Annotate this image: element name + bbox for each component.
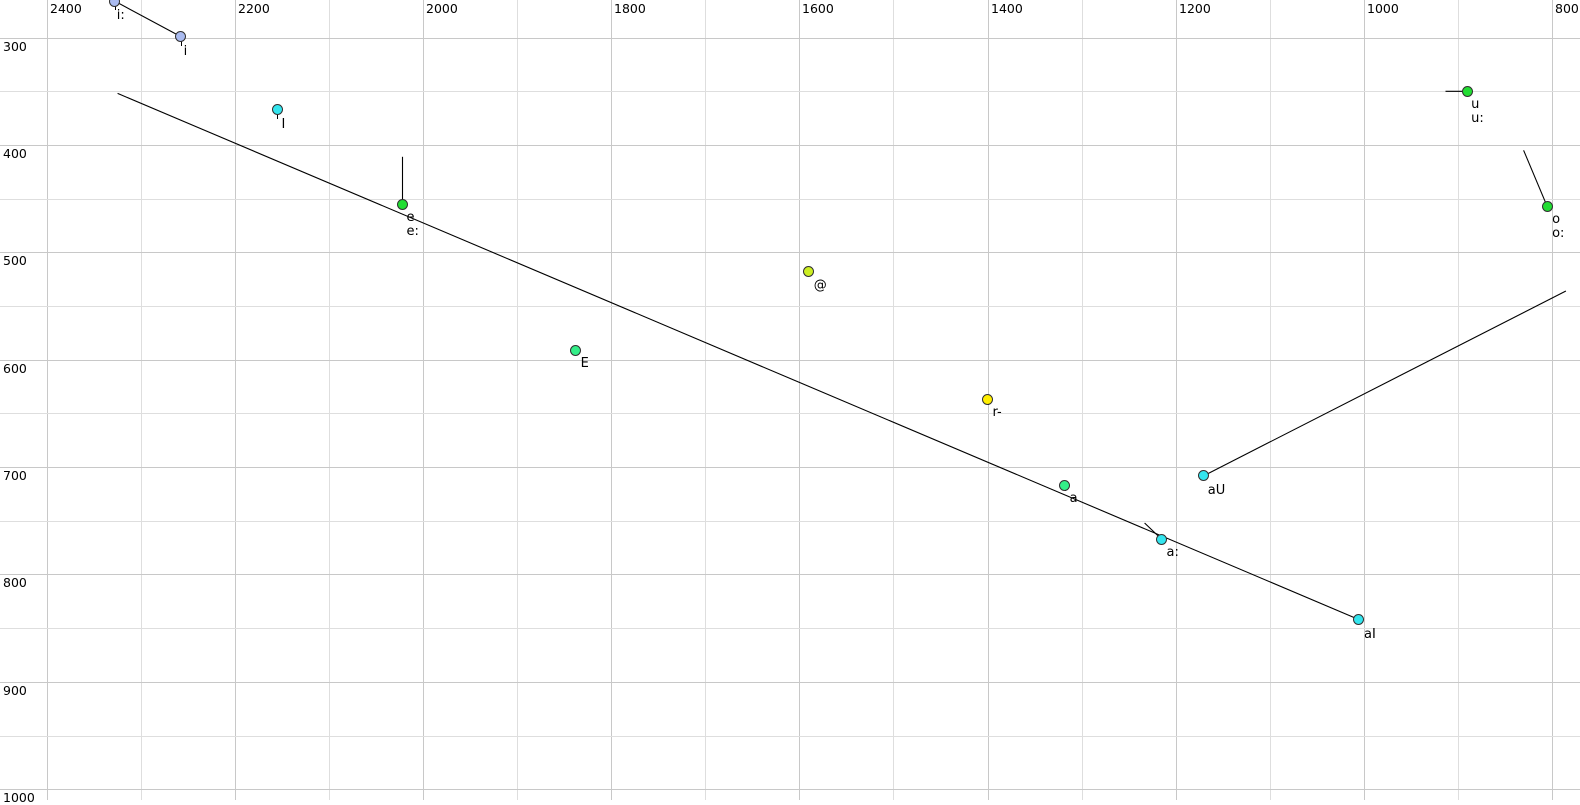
o-tail xyxy=(1523,150,1548,207)
x-tick-label-800: 800 xyxy=(1555,1,1579,16)
vowel-label-ilong: i: xyxy=(116,8,125,24)
x-gridline-minor-1900 xyxy=(517,0,518,800)
x-tick-label-1200: 1200 xyxy=(1179,1,1211,16)
x-tick-label-1400: 1400 xyxy=(991,1,1023,16)
ai-glide-path xyxy=(117,92,1360,621)
x-tick-label-1800: 1800 xyxy=(614,1,646,16)
vowel-label-I: I xyxy=(281,116,286,132)
vowel-label-olong: o: xyxy=(1552,226,1565,242)
vowel-label-a: a xyxy=(1069,491,1078,507)
y-gridline-minor-350 xyxy=(0,91,1580,92)
y-gridline-minor-450 xyxy=(0,199,1580,200)
y-gridline-minor-550 xyxy=(0,306,1580,307)
x-gridline-minor-1700 xyxy=(705,0,706,800)
y-gridline-400 xyxy=(0,145,1580,146)
y-gridline-500 xyxy=(0,252,1580,253)
vowel-dot-ilong[interactable] xyxy=(109,0,121,7)
vowel-dot-along[interactable] xyxy=(1155,533,1167,545)
vowel-dot-e[interactable] xyxy=(397,198,409,210)
vowel-label-i: i xyxy=(183,43,188,59)
vowel-label-along: a: xyxy=(1166,545,1179,561)
x-gridline-1200 xyxy=(1176,0,1177,800)
x-gridline-1600 xyxy=(799,0,800,800)
x-tick-label-1600: 1600 xyxy=(802,1,834,16)
y-gridline-700 xyxy=(0,467,1580,468)
vowel-dot-o[interactable] xyxy=(1541,200,1553,212)
vowel-label-o: o xyxy=(1552,212,1561,228)
x-gridline-minor-1100 xyxy=(1270,0,1271,800)
vowel-label-elong: e: xyxy=(406,224,419,240)
x-gridline-800 xyxy=(1552,0,1553,800)
vowel-label-E: E xyxy=(580,356,589,372)
x-gridline-minor-2300 xyxy=(141,0,142,800)
vowel-label-aI: aI xyxy=(1363,626,1376,642)
vowel-dot-E[interactable] xyxy=(570,344,582,356)
x-tick-label-1000: 1000 xyxy=(1367,1,1399,16)
vowel-label-u: u xyxy=(1471,97,1480,113)
y-tick-label-800: 800 xyxy=(3,575,27,590)
y-gridline-minor-950 xyxy=(0,736,1580,737)
x-gridline-minor-1300 xyxy=(1082,0,1083,800)
y-tick-label-700: 700 xyxy=(3,468,27,483)
vowel-label-rbar: r- xyxy=(992,405,1002,421)
y-gridline-800 xyxy=(0,574,1580,575)
vowel-dot-a[interactable] xyxy=(1059,479,1071,491)
y-tick-label-1000: 1000 xyxy=(3,790,35,805)
vowel-dot-i[interactable] xyxy=(175,31,187,42)
y-gridline-300 xyxy=(0,38,1580,39)
y-gridline-minor-650 xyxy=(0,413,1580,414)
y-tick-label-900: 900 xyxy=(3,683,27,698)
y-tick-label-500: 500 xyxy=(3,253,27,268)
y-tick-label-400: 400 xyxy=(3,146,27,161)
vowel-dot-I[interactable] xyxy=(271,104,283,116)
y-tick-label-600: 600 xyxy=(3,361,27,376)
vowel-dot-aU[interactable] xyxy=(1198,470,1210,482)
vowel-dot-rbar[interactable] xyxy=(982,393,993,405)
vowel-label-ulong: u: xyxy=(1471,111,1484,127)
vowel-label-schwa: @ xyxy=(813,277,827,293)
x-gridline-1000 xyxy=(1364,0,1365,800)
y-gridline-minor-750 xyxy=(0,521,1580,522)
y-tick-label-300: 300 xyxy=(3,39,27,54)
x-gridline-2400 xyxy=(47,0,48,800)
x-tick-label-2200: 2200 xyxy=(238,1,270,16)
x-tick-label-2000: 2000 xyxy=(426,1,458,16)
vowel-dot-schwa[interactable] xyxy=(803,266,815,278)
au-glide-path xyxy=(1203,290,1567,477)
vowel-dot-u[interactable] xyxy=(1461,85,1473,97)
x-gridline-1800 xyxy=(611,0,612,800)
y-gridline-minor-850 xyxy=(0,628,1580,629)
x-gridline-2200 xyxy=(235,0,236,800)
vowel-dot-aI[interactable] xyxy=(1353,614,1365,626)
x-gridline-minor-1500 xyxy=(893,0,894,800)
vowel-label-aU: aU xyxy=(1207,482,1226,498)
y-gridline-900 xyxy=(0,682,1580,683)
x-gridline-minor-2100 xyxy=(329,0,330,800)
x-tick-label-2400: 2400 xyxy=(50,1,82,16)
y-gridline-1000 xyxy=(0,789,1580,790)
x-gridline-minor-900 xyxy=(1458,0,1459,800)
y-gridline-600 xyxy=(0,360,1580,361)
x-gridline-2000 xyxy=(423,0,424,800)
vowel-label-e: e xyxy=(406,210,415,226)
